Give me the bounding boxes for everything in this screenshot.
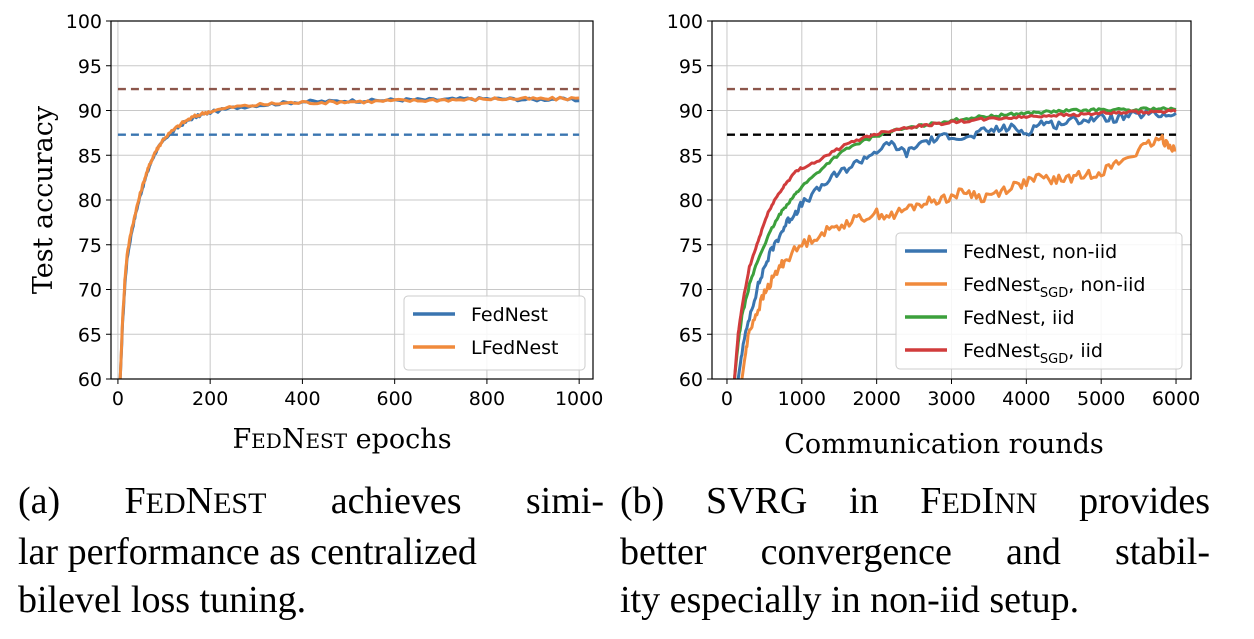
- caption-a-label: (a): [18, 480, 61, 522]
- caption-a-line-3: bilevel loss tuning.: [18, 579, 307, 621]
- y-tick-label: 90: [679, 101, 703, 123]
- y-tick-label: 100: [667, 11, 703, 33]
- legend-label: FedNest: [471, 304, 548, 326]
- series-line-lfednest: [118, 95, 580, 379]
- caption-b-line1-rest: provides: [1079, 480, 1210, 522]
- caption-b-line1-pre: (b) SVRG in: [620, 480, 879, 522]
- y-tick-label: 65: [78, 324, 102, 346]
- caption-a: (a) FEDNEST achieves simi- lar performan…: [18, 477, 604, 624]
- series-line-fednestsgd-non-iid: [740, 134, 1177, 379]
- y-tick-label: 85: [78, 145, 102, 167]
- x-tick-label: 5000: [1077, 388, 1125, 410]
- caption-a-fednest-name: FEDNEST: [124, 480, 267, 522]
- y-tick-label: 85: [679, 145, 703, 167]
- y-tick-label: 60: [679, 369, 703, 391]
- y-tick-label: 75: [78, 235, 102, 257]
- panel-a-x-axis-label: FEDNEST epochs: [232, 424, 451, 455]
- x-tick-label: 4000: [1002, 388, 1050, 410]
- caption-b-fedinn-name: FEDINN: [920, 480, 1038, 522]
- panel-b-x-axis-label: Communication rounds: [784, 429, 1104, 460]
- legend-label: FedNestSGD, iid: [963, 340, 1103, 367]
- x-tick-label: 600: [377, 388, 413, 410]
- panel-a-ticks: 0 200 400 600 800 1000 60 65 70 75 80 85 90 95 100: [66, 11, 604, 410]
- y-tick-label: 70: [679, 280, 703, 302]
- x-tick-label: 0: [112, 388, 124, 410]
- caption-a-line-1: (a) FEDNEST achieves simi-: [18, 477, 604, 528]
- panel-b-series: [733, 106, 1177, 379]
- y-tick-label: 100: [66, 11, 102, 33]
- panel-a-y-axis-label: Test accuracy: [28, 105, 59, 294]
- legend-label: FedNestSGD, non-iid: [963, 274, 1146, 301]
- x-tick-label: 0: [721, 388, 733, 410]
- x-tick-label: 3000: [927, 388, 975, 410]
- y-tick-label: 75: [679, 235, 703, 257]
- caption-b-line-1: (b) SVRG in FEDINN provides: [620, 477, 1210, 528]
- x-tick-label: 2000: [852, 388, 900, 410]
- panel-b-legend: FedNest, non-iid FedNestSGD, non-iid FedNe…: [895, 232, 1183, 370]
- caption-a-line1-rest: achieves simi-: [330, 480, 604, 522]
- x-tick-label: 400: [284, 388, 320, 410]
- y-tick-label: 80: [679, 190, 703, 212]
- panel-b-reference-lines: [726, 87, 1177, 136]
- panel-a-grid: [111, 20, 593, 380]
- legend-label: FedNest, non-iid: [963, 241, 1117, 263]
- series-line-fednestsgd-iid: [733, 108, 1177, 379]
- panel-a-reference-lines: [117, 87, 580, 136]
- panel-a-series: [118, 95, 580, 379]
- panel-a-legend: FedNest LFedNest: [403, 295, 586, 371]
- y-tick-label: 70: [78, 280, 102, 302]
- x-tick-label: 200: [192, 388, 228, 410]
- y-tick-label: 95: [78, 56, 102, 78]
- x-tick-label: 1000: [555, 388, 603, 410]
- y-tick-label: 95: [679, 56, 703, 78]
- x-tick-label: 800: [469, 388, 505, 410]
- caption-b-line-2: better convergence and stabil-: [620, 531, 1210, 573]
- y-tick-label: 90: [78, 101, 102, 123]
- panel-b-svrg-comparison: 0 1000 2000 3000 4000 5000 6000 60 65 70 75 80 85 90 9…: [667, 11, 1200, 460]
- caption-b-line-3: ity especially in non-iid setup.: [620, 579, 1080, 621]
- legend-label: FedNest, iid: [963, 307, 1075, 329]
- y-tick-label: 80: [78, 190, 102, 212]
- series-line-fednest-non-iid: [736, 109, 1177, 379]
- y-tick-label: 65: [679, 324, 703, 346]
- x-tick-label: 1000: [778, 388, 826, 410]
- caption-b: (b) SVRG in FEDINN provides better conve…: [620, 477, 1210, 624]
- x-tick-label: 6000: [1152, 388, 1200, 410]
- y-tick-label: 60: [78, 369, 102, 391]
- panel-a-fednest-vs-lfednest: 0 200 400 600 800 1000 60 65 70 75 80 85 90 95 100 Tes…: [28, 11, 603, 455]
- caption-a-line-2: lar performance as centralized: [18, 531, 477, 573]
- panel-b-ticks: 0 1000 2000 3000 4000 5000 6000 60 65 70 75 80 85 90 9…: [667, 11, 1200, 410]
- legend-label: LFedNest: [471, 337, 558, 359]
